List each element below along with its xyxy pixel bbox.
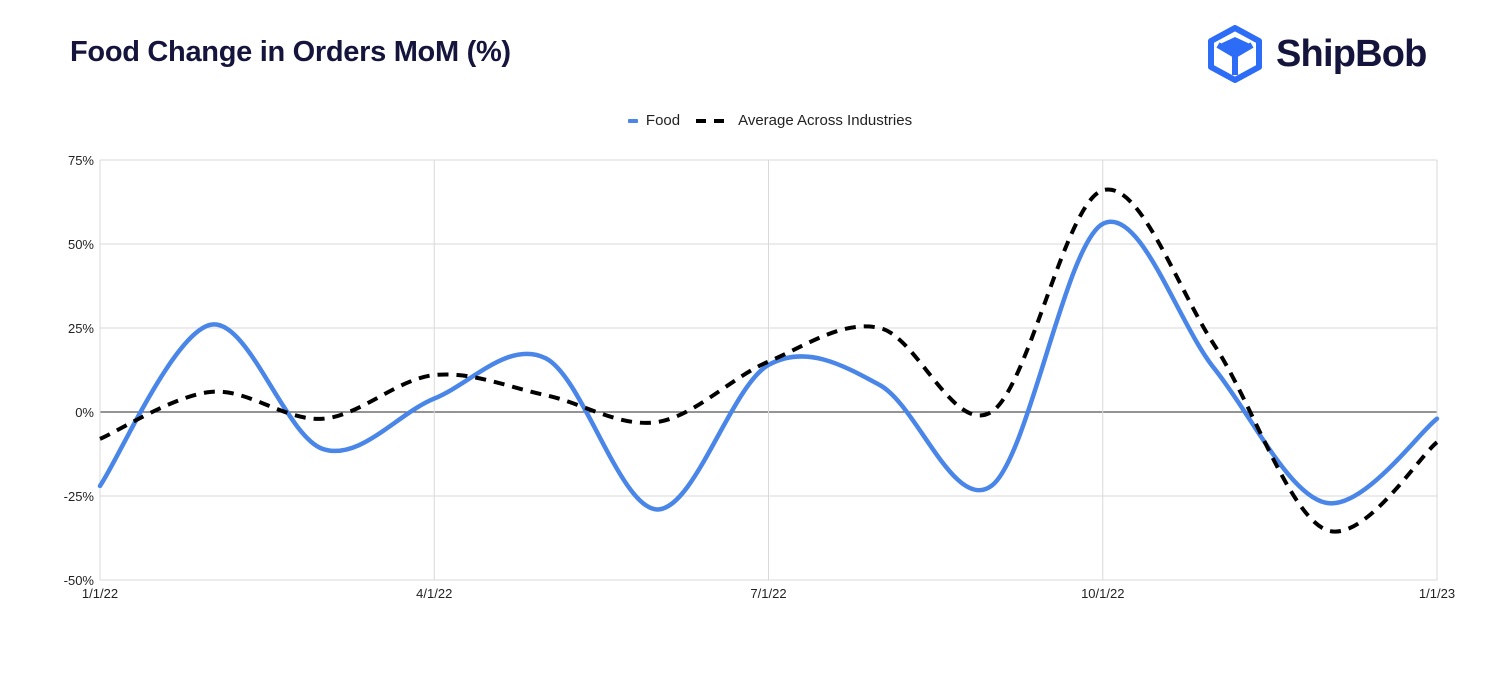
legend-label-food: Food	[645, 112, 681, 129]
y-tick-label: 50%	[68, 237, 94, 252]
legend-swatch-average	[696, 118, 727, 123]
x-tick-label: 1/1/22	[82, 586, 118, 601]
shipbob-cube-icon	[1208, 25, 1262, 83]
x-tick-label: 7/1/22	[750, 586, 786, 601]
y-tick-label: -50%	[64, 573, 95, 588]
grid-layer	[99, 159, 1438, 581]
x-tick-label: 10/1/22	[1081, 586, 1124, 601]
series-line-average	[99, 187, 1439, 534]
legend-item-average: Average Across Industries	[696, 112, 912, 129]
series-layer	[97, 187, 1440, 534]
brand-logo-group: ShipBob	[1208, 24, 1427, 84]
x-tick-label: 4/1/22	[416, 586, 452, 601]
chart-title: Food Change in Orders MoM (%)	[70, 36, 511, 68]
y-tick-label: -25%	[64, 489, 95, 504]
chart-legend: Food Average Across Industries	[0, 112, 1500, 129]
x-tick-label: 1/1/23	[1419, 586, 1455, 601]
series-line-food	[97, 219, 1440, 512]
legend-item-food: Food	[627, 112, 681, 129]
brand-name: ShipBob	[1276, 32, 1427, 75]
y-tick-label: 25%	[68, 321, 94, 336]
legend-label-average: Average Across Industries	[738, 112, 913, 129]
legend-swatch-food	[627, 118, 638, 123]
y-tick-label: 0%	[75, 405, 94, 420]
axis-layer: 75% 50% 25% 0% -25% -50%1/1/22 4/1/22 7/1/22 10/…	[64, 153, 1455, 601]
y-tick-label: 75%	[68, 153, 94, 168]
